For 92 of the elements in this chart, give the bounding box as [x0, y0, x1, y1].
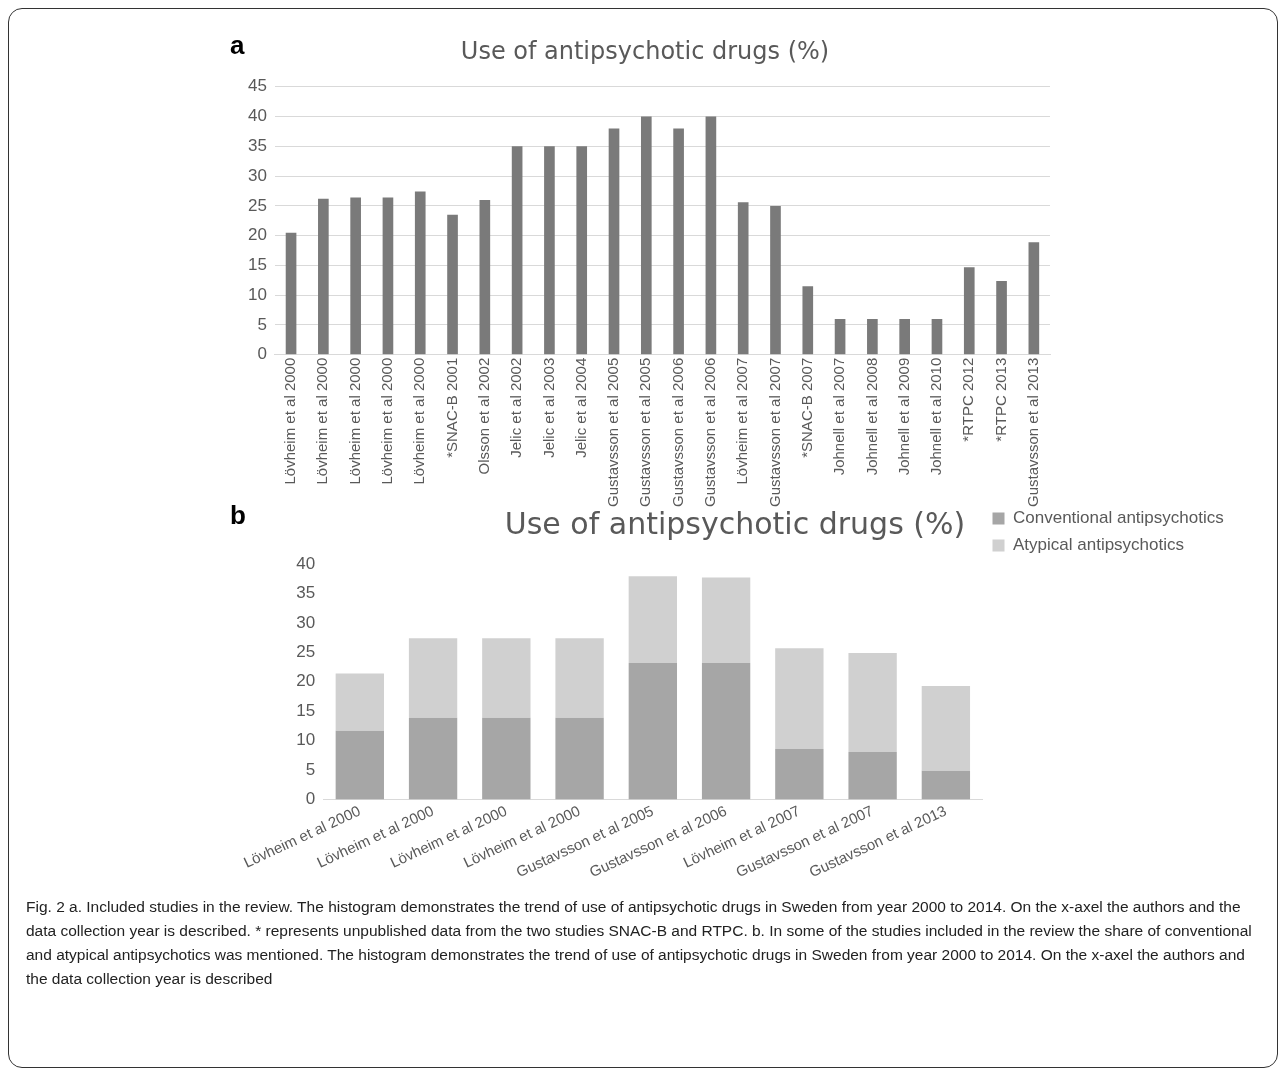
bar: [408, 717, 458, 800]
y-tick-label: 10: [247, 284, 267, 304]
text: a: [230, 30, 245, 61]
bar: [447, 214, 458, 355]
bar: [834, 319, 846, 355]
bar: [705, 116, 717, 355]
bar: [848, 652, 897, 752]
bar: [673, 128, 684, 355]
x-tick-label: *RTPC 2013: [991, 357, 1009, 442]
bar: [555, 638, 604, 718]
bar: [931, 319, 943, 355]
bar: [382, 197, 394, 355]
x-tick-label: Lövheim et al 2000: [345, 357, 363, 485]
y-tick-label: 40: [296, 553, 316, 573]
x-tick-label: Gustavsson et al 2005: [636, 357, 654, 508]
bar: [335, 673, 384, 731]
x-tick-label: Lövheim et al 2007: [733, 357, 751, 485]
x-tick-label: Lövheim et al 2000: [410, 357, 428, 485]
bar: [701, 662, 751, 800]
y-tick-label: 0: [305, 789, 316, 809]
y-tick-label: 5: [305, 759, 316, 779]
bar: [640, 116, 652, 355]
x-tick-label: Lövheim et al 2000: [281, 357, 299, 485]
y-tick-label: 30: [247, 165, 267, 185]
text: b: [230, 500, 246, 531]
bar: [1028, 242, 1040, 355]
legend-label: Atypical antipsychotics: [1013, 535, 1185, 555]
x-tick-label: Gustavsson et al 2007: [765, 357, 783, 508]
y-tick-label: 45: [247, 76, 267, 96]
bar: [775, 648, 824, 749]
x-tick-label: Gustavsson et al 2006: [668, 357, 686, 508]
legend-label: Conventional antipsychotics: [1013, 508, 1224, 528]
x-tick-label: *SNAC-B 2001: [442, 357, 460, 458]
x-tick-label: Johnell et al 2007: [830, 357, 848, 476]
x-tick-label: Gustavsson et al 2006: [701, 357, 719, 508]
bar: [350, 197, 361, 355]
x-tick-label: Gustavsson et al 2013: [1023, 357, 1041, 508]
x-tick-label: Johnell et al 2010: [927, 357, 945, 476]
bar: [770, 205, 781, 355]
bar: [921, 685, 971, 771]
y-tick-label: 25: [296, 642, 316, 662]
x-tick-label: Jelic et al 2002: [507, 357, 525, 458]
x-tick-label: Johnell et al 2008: [862, 357, 880, 476]
y-tick-label: 35: [247, 136, 267, 156]
y-tick-label: 0: [257, 344, 267, 364]
x-tick-label: Jelic et al 2003: [539, 357, 557, 458]
bar: [963, 267, 975, 355]
bar: [335, 730, 384, 800]
bar: [318, 198, 329, 355]
bar: [737, 202, 749, 355]
y-tick-label: 15: [296, 700, 316, 720]
bar: [511, 146, 523, 355]
bar: [628, 576, 678, 663]
bar: [921, 770, 971, 800]
bar: [848, 751, 897, 800]
bar: [544, 146, 555, 355]
y-tick-label: 35: [296, 583, 316, 603]
bar: [285, 232, 297, 355]
x-tick-label: *SNAC-B 2007: [797, 357, 815, 458]
x-tick-label: Olsson et al 2002: [474, 357, 492, 475]
bar: [408, 638, 458, 718]
x-tick-label: Lövheim et al 2000: [313, 357, 331, 485]
bar: [996, 280, 1007, 355]
y-tick-label: 20: [296, 671, 316, 691]
chart-title: Use of antipsychotic drugs (%): [504, 505, 966, 541]
caption: Fig. 2 a. Included studies in the review. The histogram demonstrates the trend of use of antipsychotic drugs in Sweden from year 2000 to 2014. On the x-axel the authors and the data collection year is described. * represents unpublished data from the two studies SNAC-B and RTPC. b. In some of the studies included in the review the share of conventional and atypical antipsychotics was mentioned. The histogram demonstrates the trend of use of antipsychotic drugs in Sweden from year 2000 to 2014. On the x-axel the authors and the data collection year is described: [26, 897, 1253, 989]
bar: [628, 662, 678, 800]
y-tick-label: 25: [247, 195, 267, 215]
bar: [701, 577, 751, 663]
y-tick-label: 20: [247, 225, 267, 245]
bar: [555, 717, 604, 800]
y-tick-label: 15: [247, 255, 267, 275]
x-tick-label: *RTPC 2012: [959, 357, 977, 442]
bar: [775, 748, 824, 800]
bar: [479, 199, 491, 355]
x-tick-label: Gustavsson et al 2005: [604, 357, 622, 508]
x-tick-label: Johnell et al 2009: [894, 357, 912, 476]
bar: [576, 146, 588, 355]
bar: [802, 286, 814, 355]
chart-title: Use of antipsychotic drugs (%): [460, 36, 830, 65]
bar: [867, 319, 878, 355]
x-tick-label: Lövheim et al 2000: [378, 357, 396, 485]
bar: [482, 638, 531, 718]
y-tick-label: 5: [257, 314, 267, 334]
y-tick-label: 10: [296, 730, 316, 750]
bar: [608, 128, 620, 355]
bar: [482, 717, 531, 800]
bar: [414, 191, 426, 355]
y-tick-label: 30: [296, 612, 316, 632]
bar: [899, 319, 910, 355]
y-tick-label: 40: [247, 106, 267, 126]
x-tick-label: Jelic et al 2004: [571, 357, 589, 458]
